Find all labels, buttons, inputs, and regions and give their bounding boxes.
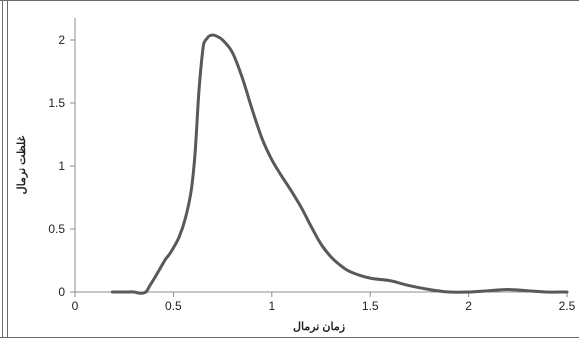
frame-left-border [2,0,3,338]
y-tick-label: 1.5 [48,96,65,110]
x-tick-label: 0.5 [165,299,182,313]
y-tick-label: 2 [58,33,65,47]
y-tick-label: 1 [58,159,65,173]
frame-top-border [0,0,579,1]
y-tick-label: 0.5 [48,222,65,236]
axes-layer [74,18,567,293]
y-tick-label: 0 [58,285,65,299]
x-tick-label: 0 [72,299,79,313]
series-layer [110,33,569,295]
x-tick-label: 2.5 [559,299,576,313]
ticks-layer: 0 0.5 1 1.5 2 0 0.5 1 1.5 2 2.5 [48,33,575,313]
x-tick-label: 2 [465,299,472,313]
x-tick-label: 1.5 [362,299,379,313]
y-axis-title: غلظت نرمال [16,135,28,194]
x-axis-title: زمان نرمال [293,321,345,333]
series-line [110,33,569,295]
x-tick-label: 1 [268,299,275,313]
frame-left-inner-border [7,0,8,338]
